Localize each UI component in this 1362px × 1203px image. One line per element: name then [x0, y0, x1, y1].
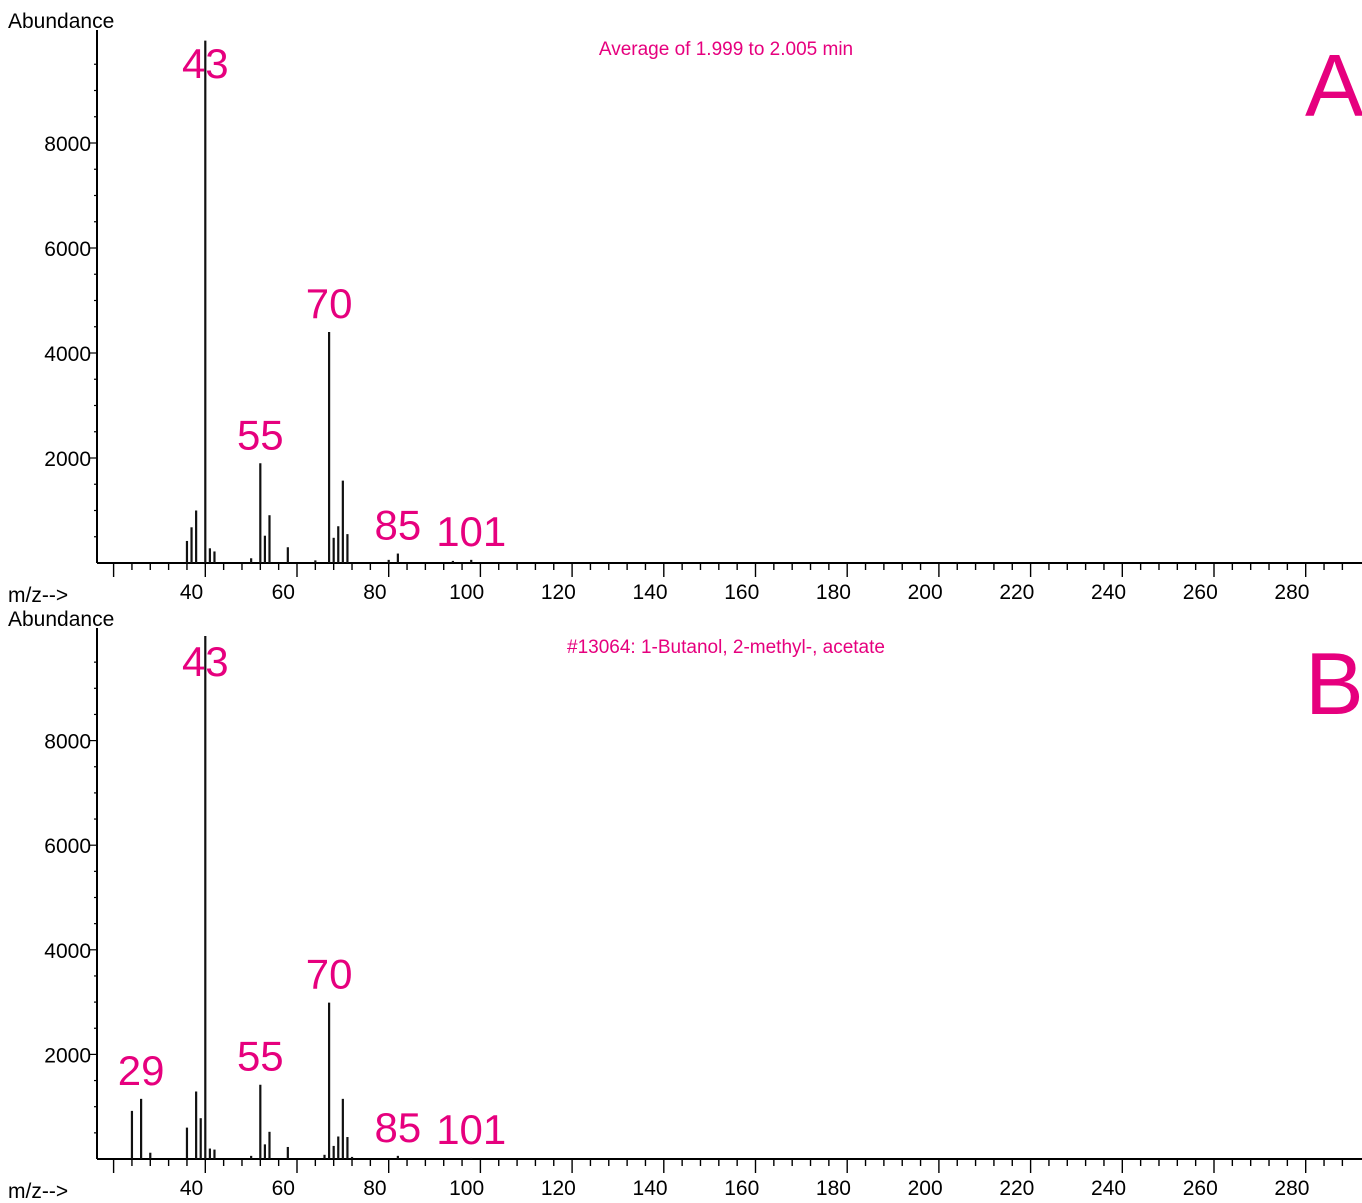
x-tick-label: 260 [1183, 1177, 1218, 1200]
peak-label-85: 85 [375, 1104, 422, 1151]
x-tick-label: 180 [816, 581, 851, 604]
x-tick-label: 60 [272, 1177, 295, 1200]
y-tick-label: 2000 [44, 1044, 91, 1067]
y-tick-label: 2000 [44, 448, 91, 471]
peak-label-29: 29 [118, 1047, 165, 1094]
peak-label-43: 43 [182, 40, 229, 87]
x-tick-label: 240 [1091, 1177, 1126, 1200]
y-tick-label: 6000 [44, 835, 91, 858]
x-tick-label: 140 [633, 581, 668, 604]
x-tick-label: 160 [724, 581, 759, 604]
spectrum-panel-a: 2000 4000 6000 8000 40 60 80 100 120 140 160 180 200… [8, 10, 1362, 607]
y-tick-label: 4000 [44, 343, 91, 366]
x-tick-label: 120 [541, 581, 576, 604]
x-tick-label: 40 [180, 581, 203, 604]
spectrum-title: Average of 1.999 to 2.005 min [599, 39, 853, 60]
spectrum-panel-b: 2000 4000 6000 8000 40 60 80 100 120 140 160 180 200… [8, 608, 1362, 1203]
x-tick-label: 160 [724, 1177, 759, 1200]
x-axis-title: m/z--> [8, 1180, 68, 1203]
x-tick-label: 80 [363, 1177, 386, 1200]
y-tick-label: 6000 [44, 238, 91, 261]
x-tick-label: 220 [999, 581, 1034, 604]
x-tick-label: 100 [449, 1177, 484, 1200]
y-tick-label: 8000 [44, 133, 91, 156]
x-tick-label: 80 [363, 581, 386, 604]
peak-label-101: 101 [436, 508, 506, 555]
peak-label-101: 101 [436, 1106, 506, 1153]
y-axis-title: Abundance [8, 10, 114, 33]
spectrum-title: #13064: 1-Butanol, 2-methyl-, acetate [567, 637, 885, 658]
x-tick-label: 200 [908, 581, 943, 604]
peak-label-85: 85 [375, 502, 422, 549]
x-tick-label: 40 [180, 1177, 203, 1200]
peak-label-43: 43 [182, 638, 229, 685]
x-tick-label: 60 [272, 581, 295, 604]
x-tick-label: 200 [908, 1177, 943, 1200]
peak-label-55: 55 [237, 411, 284, 458]
x-tick-label: 140 [633, 1177, 668, 1200]
peak-label-70: 70 [306, 951, 353, 998]
panel-letter: A [1305, 36, 1362, 135]
peak-label-70: 70 [306, 280, 353, 327]
x-tick-label: 240 [1091, 581, 1126, 604]
peak-label-55: 55 [237, 1033, 284, 1080]
x-tick-label: 100 [449, 581, 484, 604]
x-axis-title: m/z--> [8, 584, 68, 607]
y-tick-label: 4000 [44, 940, 91, 963]
x-tick-label: 280 [1274, 1177, 1309, 1200]
y-axis-title: Abundance [8, 608, 114, 631]
x-tick-label: 260 [1183, 581, 1218, 604]
x-tick-label: 180 [816, 1177, 851, 1200]
y-tick-label: 8000 [44, 731, 91, 754]
panel-letter: B [1305, 634, 1362, 733]
x-tick-label: 280 [1274, 581, 1309, 604]
x-tick-label: 120 [541, 1177, 576, 1200]
x-tick-label: 220 [999, 1177, 1034, 1200]
